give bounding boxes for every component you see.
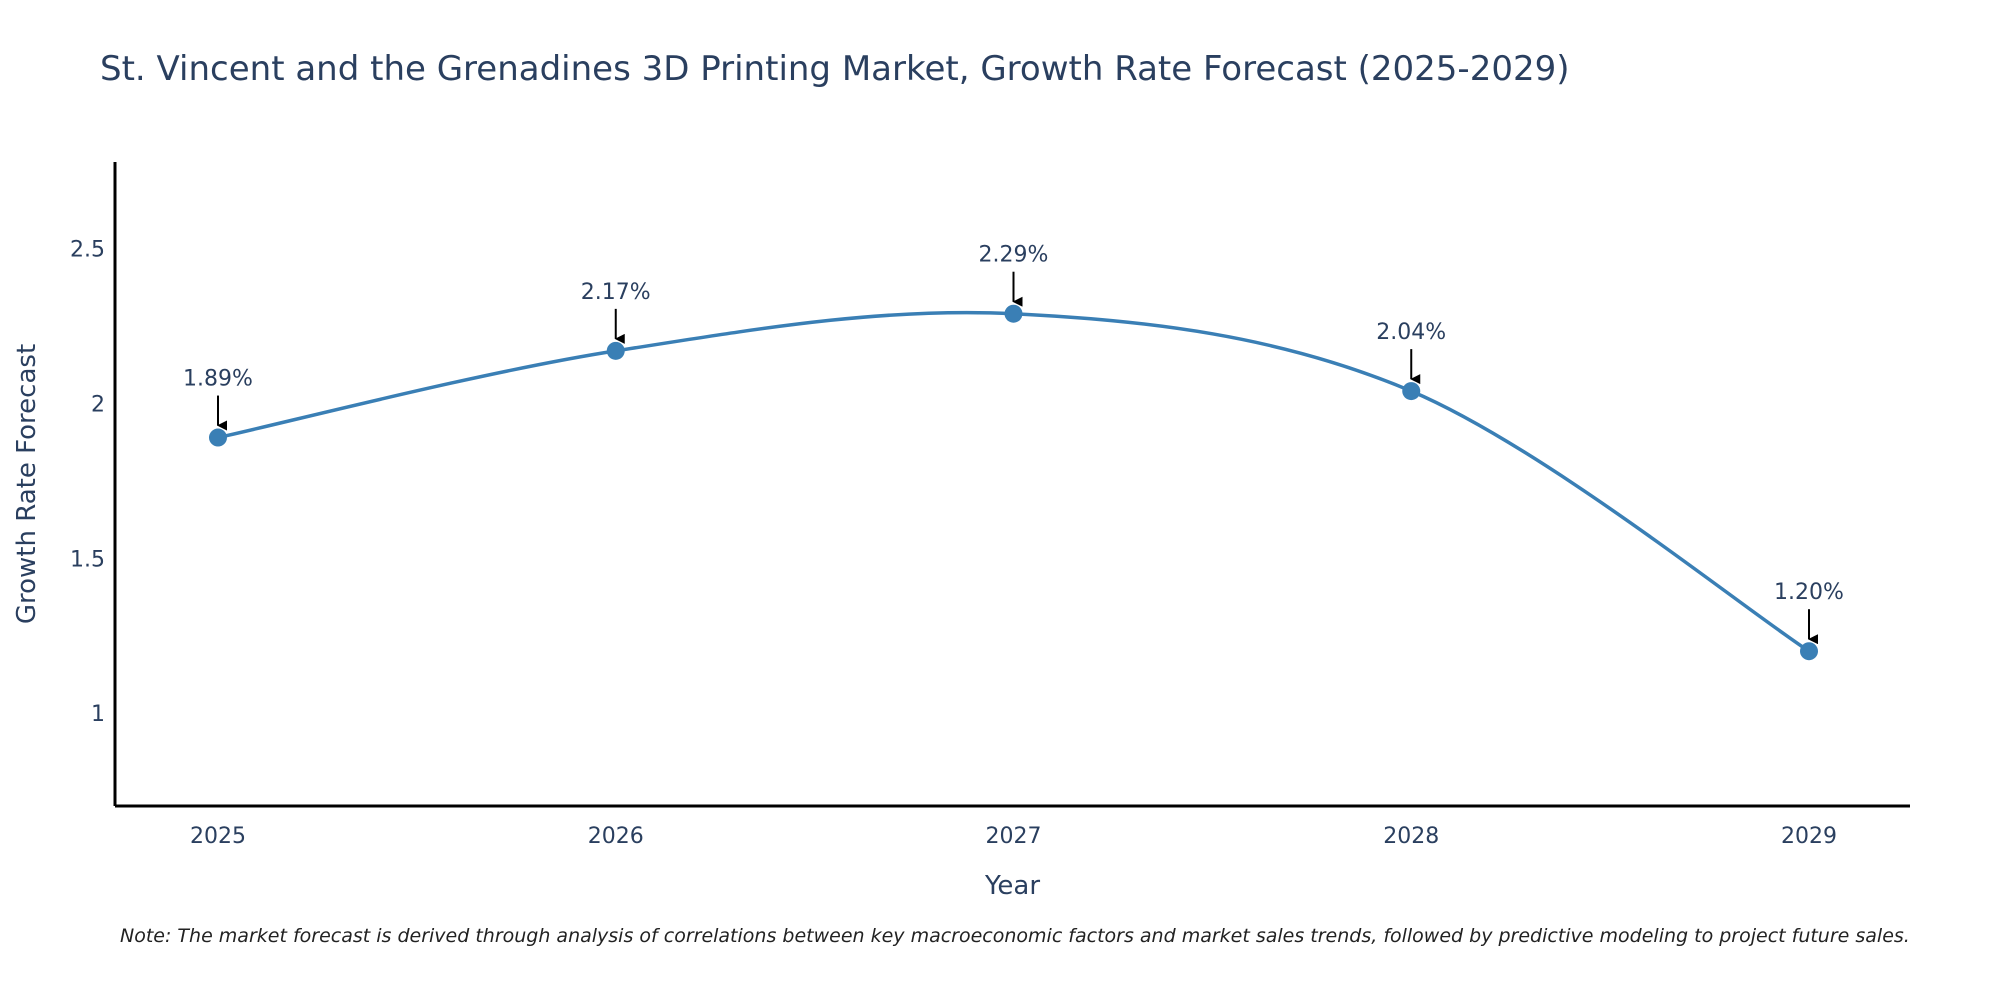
data-point	[1004, 304, 1023, 323]
data-label: 1.89%	[183, 367, 253, 392]
data-label: 2.29%	[979, 243, 1049, 268]
y-tick-label: 1	[91, 702, 105, 727]
x-tick-label: 2026	[588, 824, 644, 849]
data-point	[1800, 642, 1818, 661]
footnote: Note: The market forecast is derived thr…	[120, 925, 1910, 947]
data-point	[209, 428, 227, 447]
plot-area: 1.89% 2.17% 2.29% 2.04% 1.20%	[183, 243, 1844, 661]
data-label: 2.04%	[1376, 320, 1446, 345]
data-point	[606, 341, 625, 360]
x-tick-label: 2025	[190, 824, 246, 849]
y-axis-title: Growth Rate Forecast	[12, 344, 42, 624]
y-tick-label: 1.5	[70, 547, 105, 572]
x-tick-label: 2028	[1383, 824, 1439, 849]
data-point	[1402, 382, 1421, 401]
x-tick-label: 2027	[986, 824, 1042, 849]
x-tick-label: 2029	[1781, 824, 1837, 849]
x-axis-title: Year	[984, 871, 1040, 901]
data-label: 2.17%	[581, 280, 651, 305]
y-axis-ticks: 1 1.5 2 2.5	[70, 238, 105, 727]
series-line	[217, 310, 1810, 653]
chart-title: St. Vincent and the Grenadines 3D Printi…	[100, 49, 1570, 89]
data-label: 1.20%	[1774, 580, 1844, 605]
y-tick-label: 2.5	[70, 238, 105, 263]
y-tick-label: 2	[91, 393, 105, 418]
x-axis-ticks: 2025 2026 2027 2028 2029	[190, 824, 1837, 849]
